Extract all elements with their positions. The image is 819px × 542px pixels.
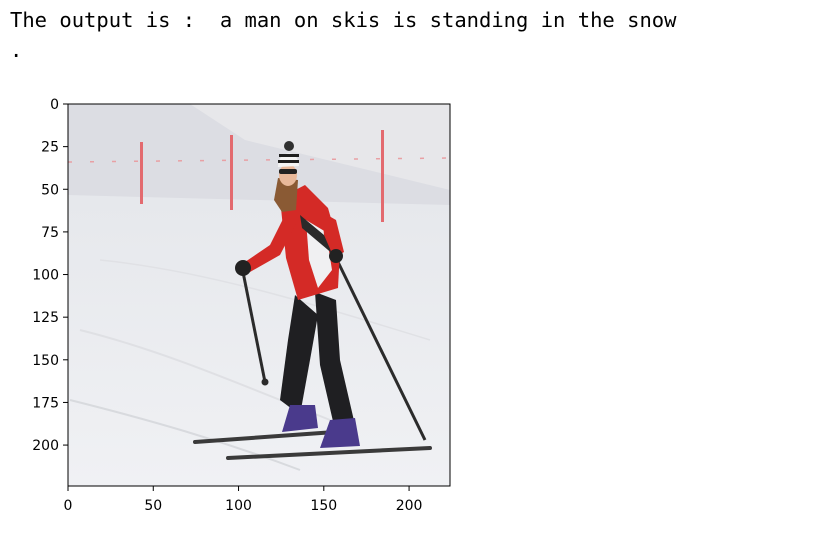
x-axis: 0 50 100 150 200 [64,486,423,514]
y-tick-label: 150 [32,353,59,369]
output-text: The output is : a man on skis is standin… [10,8,677,32]
y-tick-label: 50 [41,182,59,198]
skier-photo [68,104,450,486]
y-tick-label: 200 [32,438,59,454]
x-tick-label: 0 [64,498,73,514]
y-tick-label: 125 [32,310,59,326]
y-tick-label: 25 [41,140,59,156]
plot-frame [67,103,451,487]
output-continuation: . [10,38,23,62]
y-tick-label: 75 [41,225,59,241]
x-tick-label: 50 [144,498,162,514]
y-axis: 0 25 50 75 100 125 150 175 200 [32,97,68,454]
x-tick-label: 200 [396,498,423,514]
y-tick-label: 100 [32,268,59,284]
x-tick-label: 100 [225,498,252,514]
x-tick-label: 150 [310,498,337,514]
y-tick-label: 0 [50,97,59,113]
y-tick-label: 175 [32,395,59,411]
